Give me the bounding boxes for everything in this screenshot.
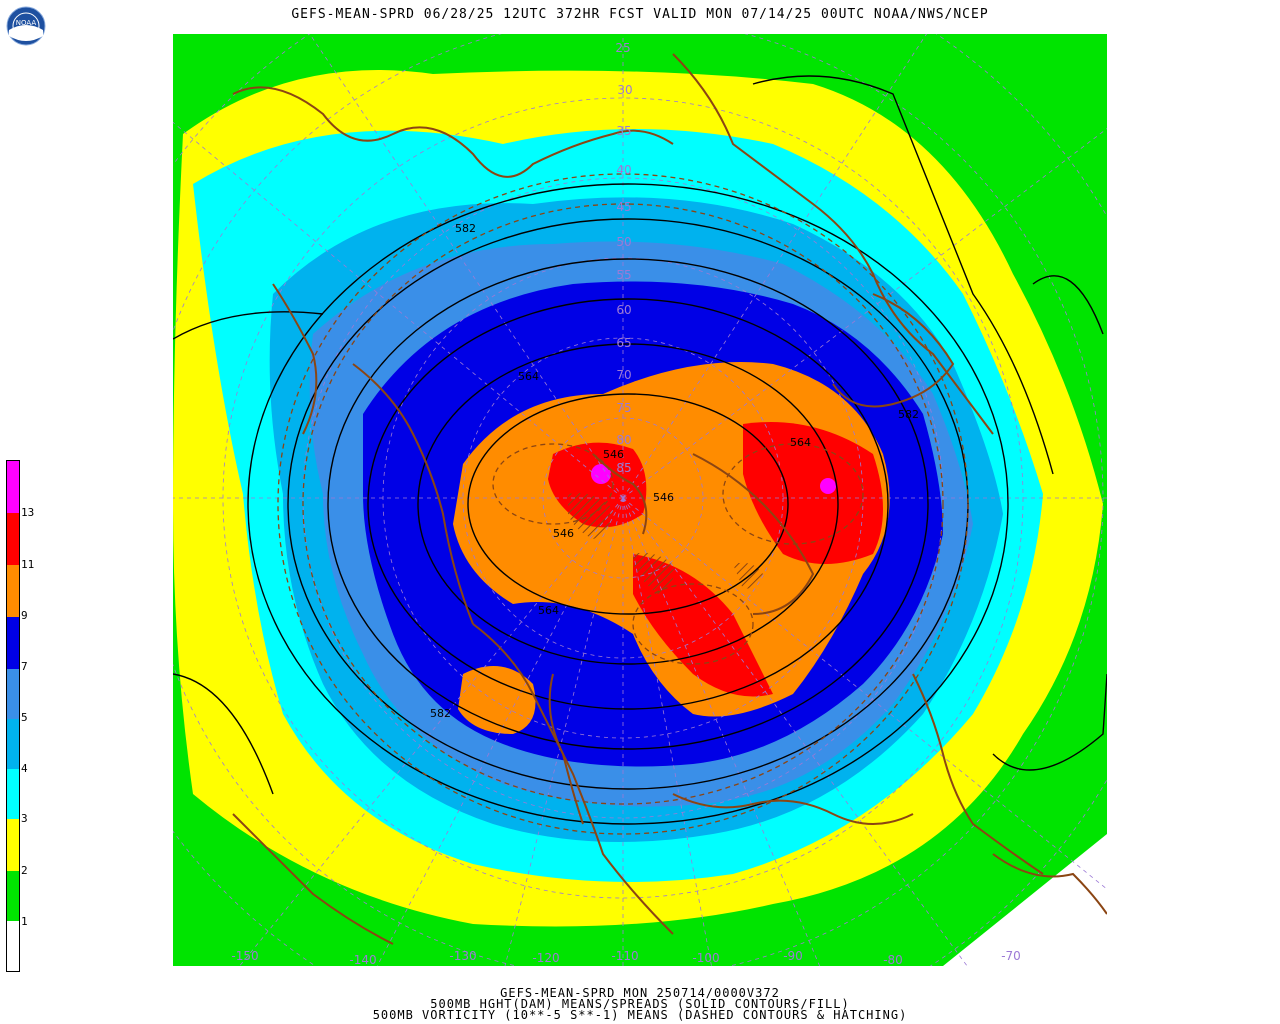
map-svg: 25 30 35 40 45 50 55 60 65 70 75 80 85 -… <box>173 34 1107 967</box>
lon-labels: -150 -140 -130 -120 -110 -100 -90 -80 -7… <box>231 949 1021 967</box>
colorbar-label-1: 1 <box>21 915 28 928</box>
meridians <box>173 34 1107 966</box>
colorbar-label-9: 9 <box>21 609 28 622</box>
lat-label-50: 50 <box>616 235 631 249</box>
colorbar-segment <box>7 669 19 719</box>
lat-label-85: 85 <box>616 461 631 475</box>
contour-label: 546 <box>653 491 674 504</box>
footer-line-2: 500MB HGHT(DAM) MEANS/SPREADS (SOLID CON… <box>430 997 850 1011</box>
lon-label-80: -80 <box>883 953 903 966</box>
noaa-logo: NOAA <box>6 6 46 46</box>
lat-labels: 25 30 35 40 45 50 55 60 65 70 75 80 85 <box>615 41 632 475</box>
colorbar-segment <box>7 719 19 769</box>
colorbar-segment <box>7 617 19 669</box>
lon-label-100: -100 <box>692 951 719 965</box>
lon-label-120: -120 <box>532 951 559 965</box>
fill-magenta-right <box>820 478 836 494</box>
footer-line-3: 500MB VORTICITY (10**-5 S**-1) MEANS (DA… <box>372 1008 908 1022</box>
fill-orange-small <box>458 666 536 734</box>
lon-label-140: -140 <box>349 953 376 966</box>
colorbar-segment <box>7 565 19 617</box>
hatch-1 <box>568 493 613 539</box>
colorbar-label-3: 3 <box>21 812 28 825</box>
lat-label-70: 70 <box>616 368 631 382</box>
colorbar-label-13: 13 <box>21 506 35 519</box>
colorbar-label-11: 11 <box>21 558 35 571</box>
lat-label-65: 65 <box>616 336 631 350</box>
contour-label: 582 <box>455 222 476 235</box>
lon-label-130: -130 <box>449 949 476 963</box>
contour-label: 546 <box>603 448 624 461</box>
lat-label-55: 55 <box>616 268 631 282</box>
lat-label-60: 60 <box>616 303 631 317</box>
contour-label: 582 <box>430 707 451 720</box>
fill-white-corner <box>943 834 1107 966</box>
contour-label: 582 <box>898 408 919 421</box>
lat-label-25: 25 <box>615 41 630 55</box>
lat-label-30: 30 <box>617 83 632 97</box>
fill-red-center <box>633 554 773 697</box>
lat-label-40: 40 <box>616 163 631 177</box>
colorbar-label-5: 5 <box>21 711 28 724</box>
contour-label: 564 <box>538 604 559 617</box>
lon-label-150: -150 <box>231 949 258 963</box>
colorbar-label-7: 7 <box>21 660 28 673</box>
colorbar-segment <box>7 819 19 871</box>
fill-magenta-left <box>591 464 611 484</box>
colorbar-segment <box>7 921 19 971</box>
lat-label-35: 35 <box>616 124 631 138</box>
contour-label: 564 <box>518 370 539 383</box>
page-title: GEFS-MEAN-SPRD 06/28/25 12UTC 372HR FCST… <box>291 7 989 22</box>
colorbar-label-2: 2 <box>21 864 28 877</box>
colorbar-segment <box>7 513 19 565</box>
contour-labels: 582 564 546 546 564 546 564 582 582 <box>430 222 919 720</box>
colorbar-segment <box>7 461 19 513</box>
colorbar <box>6 460 20 972</box>
colorbar-label-4: 4 <box>21 762 28 775</box>
lat-label-45: 45 <box>616 200 631 214</box>
lat-label-75: 75 <box>616 401 631 415</box>
lat-label-80: 80 <box>616 433 631 447</box>
footer-line-1: GEFS-MEAN-SPRD MON 250714/0000V372 <box>500 986 780 1000</box>
contour-label: 564 <box>790 436 811 449</box>
colorbar-segment <box>7 769 19 819</box>
lon-label-90: -90 <box>783 949 803 963</box>
coastlines <box>232 53 1107 945</box>
hatch-2 <box>633 552 674 594</box>
forecast-map: 25 30 35 40 45 50 55 60 65 70 75 80 85 -… <box>173 34 1107 967</box>
vorticity-contours <box>277 173 969 835</box>
logo-text: NOAA <box>16 19 37 27</box>
lon-label-70: -70 <box>1001 949 1021 963</box>
lon-label-110: -110 <box>611 949 638 963</box>
colorbar-segment <box>7 871 19 921</box>
contour-label: 546 <box>553 527 574 540</box>
